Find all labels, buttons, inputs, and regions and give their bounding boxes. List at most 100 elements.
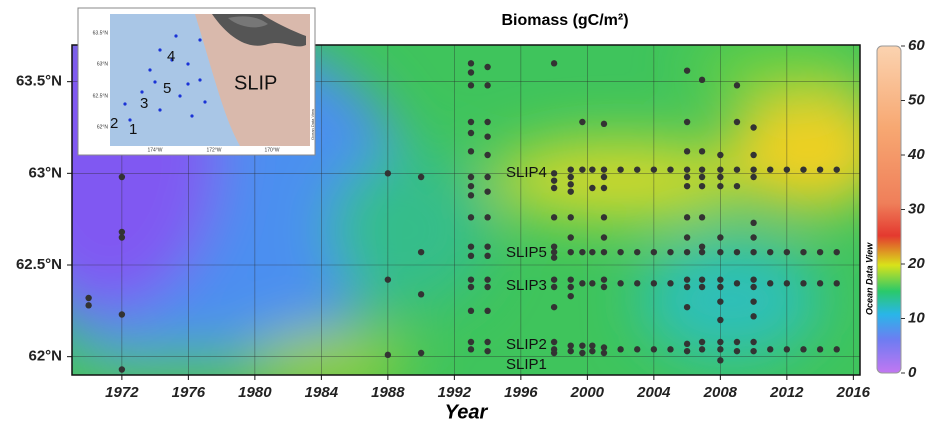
watermark: Ocean Data View [864, 242, 874, 315]
point [467, 214, 475, 221]
point [600, 184, 608, 192]
x-tick-label: 2012 [769, 384, 804, 401]
point [783, 280, 791, 287]
point [600, 214, 608, 221]
point [550, 303, 558, 311]
x-tick-label: 1984 [305, 384, 339, 401]
point [717, 276, 724, 283]
colorbar-tick-label: 10 [908, 309, 925, 326]
point [484, 151, 491, 159]
point [467, 243, 475, 250]
point [550, 276, 558, 283]
inset-lat-label: 62°N [97, 124, 109, 130]
point [717, 173, 724, 181]
point [550, 60, 558, 67]
point [750, 151, 757, 159]
point [467, 148, 475, 155]
points [85, 60, 840, 373]
point [816, 248, 824, 256]
point [550, 338, 558, 346]
point [600, 173, 608, 181]
point [698, 166, 706, 173]
point [683, 173, 691, 181]
point [634, 248, 641, 256]
point [579, 342, 586, 349]
point [767, 248, 774, 256]
point [667, 346, 674, 353]
point [683, 67, 691, 74]
y-tick-label: 63°N [28, 164, 62, 181]
point [484, 347, 491, 355]
point [579, 349, 586, 357]
annotation: SLIP4 [506, 164, 547, 181]
point [550, 243, 558, 250]
point [467, 283, 475, 291]
point [634, 346, 641, 353]
point [567, 173, 574, 181]
point [683, 340, 691, 348]
point [579, 280, 586, 287]
point [600, 283, 608, 291]
x-tick-label: 2008 [703, 384, 738, 401]
point [683, 118, 691, 126]
point [733, 118, 741, 126]
point [567, 292, 574, 300]
colorbar-tick-label: 40 [907, 146, 925, 163]
point [589, 184, 596, 192]
point [717, 316, 724, 324]
x-axis-title: Year [445, 401, 489, 423]
point [698, 283, 706, 291]
point [600, 349, 608, 357]
point [567, 234, 574, 241]
point [550, 283, 558, 291]
point [589, 342, 596, 349]
point [733, 82, 741, 89]
point [467, 307, 475, 315]
point [467, 129, 475, 137]
point [467, 338, 475, 346]
point [750, 298, 757, 305]
point [384, 276, 392, 283]
point [717, 298, 724, 305]
point [698, 182, 706, 190]
point [600, 234, 608, 241]
point [600, 344, 608, 351]
point [698, 276, 706, 283]
point [384, 170, 392, 177]
point [467, 69, 475, 76]
x-tick-label: 1972 [105, 384, 139, 401]
point [484, 118, 491, 126]
point [683, 234, 691, 241]
inset-label: SLIP [234, 72, 277, 94]
point [733, 280, 741, 287]
point [717, 283, 724, 291]
point [617, 280, 624, 287]
point [733, 347, 741, 355]
point [467, 60, 475, 67]
x-tick-label: 1996 [504, 384, 538, 401]
point [484, 188, 491, 195]
point [667, 166, 674, 173]
point [484, 173, 491, 181]
point [717, 166, 724, 173]
point [567, 248, 574, 256]
point [800, 166, 807, 173]
point [118, 311, 126, 318]
point [698, 248, 706, 256]
point [750, 124, 757, 131]
point [733, 338, 741, 346]
point [118, 228, 126, 236]
point [783, 166, 791, 173]
point [589, 347, 596, 355]
point [484, 252, 491, 260]
point [567, 347, 574, 355]
point [579, 166, 586, 173]
point [800, 280, 807, 287]
point [683, 283, 691, 291]
point [750, 313, 757, 320]
point [417, 291, 425, 298]
point [467, 182, 475, 190]
colorbar [876, 45, 902, 374]
annotation: SLIP5 [506, 244, 547, 261]
point [783, 248, 791, 256]
